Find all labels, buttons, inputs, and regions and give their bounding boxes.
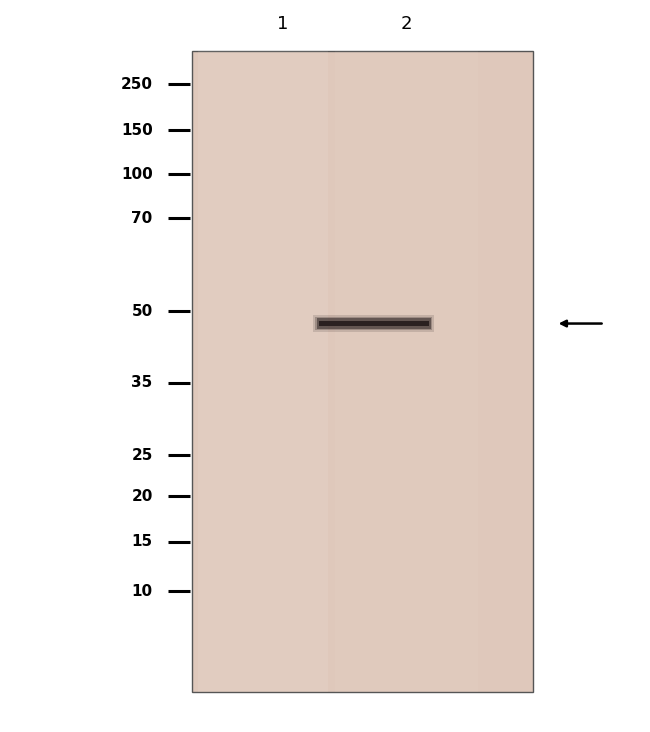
Bar — [313, 315, 434, 332]
Text: 15: 15 — [131, 534, 153, 549]
Bar — [192, 51, 533, 692]
Text: 25: 25 — [131, 448, 153, 463]
Text: 10: 10 — [131, 584, 153, 599]
Text: 70: 70 — [131, 211, 153, 225]
Text: 100: 100 — [121, 167, 153, 182]
Text: 1: 1 — [277, 15, 289, 33]
Text: 250: 250 — [121, 77, 153, 92]
Text: 35: 35 — [131, 376, 153, 390]
Bar — [315, 317, 432, 330]
Bar — [335, 51, 478, 692]
Text: 150: 150 — [121, 123, 153, 138]
Bar — [198, 51, 328, 692]
Bar — [318, 321, 429, 326]
Text: 20: 20 — [131, 489, 153, 504]
Bar — [317, 318, 431, 329]
Text: 2: 2 — [400, 15, 412, 33]
Text: 50: 50 — [131, 304, 153, 318]
